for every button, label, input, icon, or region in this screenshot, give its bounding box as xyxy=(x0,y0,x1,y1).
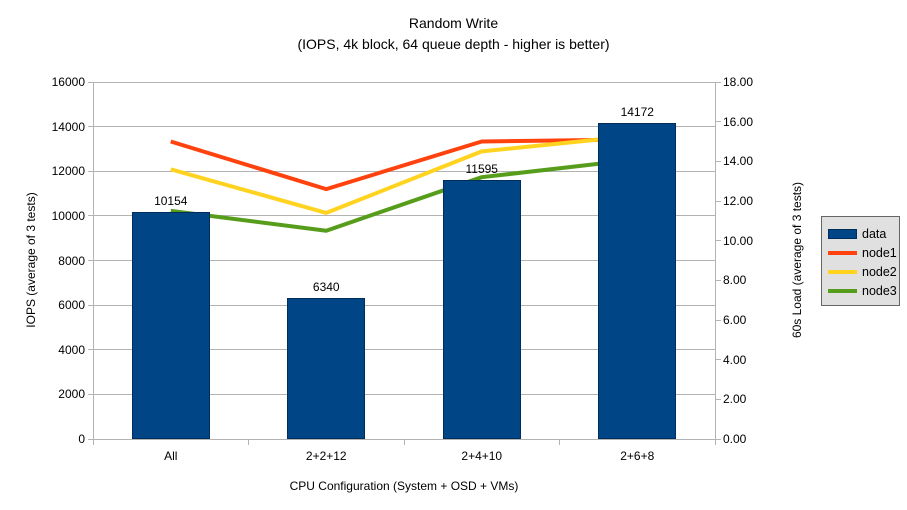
y-axis-tick-label-right: 18.00 xyxy=(723,75,754,89)
y-axis-tick-label-left: 2000 xyxy=(58,387,85,402)
y-axis-title-right: 60s Load (average of 3 tests) xyxy=(790,181,804,339)
gridline xyxy=(93,126,715,128)
y-axis-tick-label-left: 14000 xyxy=(51,119,85,134)
y-axis-tick-label-right: 2.00 xyxy=(723,392,747,407)
y-axis-tick-label-left: 8000 xyxy=(58,253,85,268)
gridline xyxy=(93,349,715,351)
y-axis-tick-right xyxy=(716,81,721,83)
x-axis-category-label: 2+6+8 xyxy=(620,449,655,463)
y-axis-tick-label-left: 10000 xyxy=(51,208,85,223)
series-line-node2 xyxy=(170,133,638,215)
y-axis-tick-right xyxy=(716,319,721,321)
bar xyxy=(287,297,366,439)
legend-item: node2 xyxy=(828,262,897,281)
legend-line-swatch xyxy=(828,250,857,255)
legend-label: node3 xyxy=(862,283,897,298)
x-axis-category-label: 2+4+10 xyxy=(461,449,503,463)
x-axis-tick xyxy=(714,440,716,445)
y-axis-tick-label-right: 14.00 xyxy=(723,154,754,169)
chart-subtitle: (IOPS, 4k block, 64 queue depth - higher… xyxy=(297,36,610,52)
y-axis-tick-right xyxy=(716,121,721,123)
y-axis-tick-right xyxy=(716,160,721,162)
y-axis-tick-label-right: 10.00 xyxy=(723,233,754,248)
x-axis-title: CPU Configuration (System + OSD + VMs) xyxy=(289,479,519,493)
y-axis-tick-left xyxy=(88,349,93,351)
y-axis-tick-label-right: 8.00 xyxy=(723,273,747,288)
gridline xyxy=(93,393,715,395)
y-axis-tick-left xyxy=(88,438,93,440)
y-axis-tick-right xyxy=(716,438,721,440)
y-axis-tick-label-right: 6.00 xyxy=(723,313,747,327)
y-axis-tick-left xyxy=(88,81,93,83)
y-axis-tick-left xyxy=(88,393,93,395)
bar-value-label: 10154 xyxy=(154,194,188,209)
y-axis-tick-label-left: 12000 xyxy=(51,164,85,179)
x-axis-line xyxy=(93,439,716,440)
y-axis-tick-right xyxy=(716,200,721,202)
bar xyxy=(131,212,210,439)
legend: data node1 node2 node3 xyxy=(821,216,900,306)
y-axis-tick-label-left: 4000 xyxy=(58,342,85,357)
series-line-node3 xyxy=(170,157,638,233)
gridline xyxy=(93,215,715,217)
series-line-node1 xyxy=(170,137,638,192)
y-axis-tick-label-right: 16.00 xyxy=(723,114,754,129)
y-axis-tick-right xyxy=(716,240,721,242)
legend-label: node1 xyxy=(862,245,897,260)
bar xyxy=(598,122,677,439)
bar-value-label: 14172 xyxy=(620,104,654,119)
y-axis-tick-label-left: 16000 xyxy=(51,75,85,89)
x-axis-tick xyxy=(92,440,94,445)
y-axis-tick-label-right: 0.00 xyxy=(723,432,747,446)
y-axis-tick-left xyxy=(88,260,93,261)
gridline xyxy=(93,304,715,306)
bar-value-label: 11595 xyxy=(465,162,498,177)
legend-label: data xyxy=(862,226,887,241)
x-axis-tick xyxy=(248,440,249,445)
legend-label: node2 xyxy=(862,264,897,279)
legend-item: node3 xyxy=(828,281,897,300)
y-axis-tick-label-left: 6000 xyxy=(58,298,85,313)
y-axis-tick-right xyxy=(716,279,721,281)
legend-line-swatch xyxy=(828,288,857,293)
gridline xyxy=(93,260,715,261)
y-axis-tick-left xyxy=(88,126,93,128)
x-axis-tick xyxy=(403,440,405,445)
legend-bar-swatch xyxy=(828,228,857,239)
y-axis-line-right xyxy=(715,82,716,439)
y-axis-line-left xyxy=(93,82,94,439)
y-axis-tick-label-right: 4.00 xyxy=(723,352,747,367)
bar xyxy=(442,180,521,439)
line-series-layer xyxy=(170,133,638,233)
plot-area xyxy=(93,81,715,439)
y-axis-tick-left xyxy=(88,215,93,217)
y-axis-tick-right xyxy=(716,359,721,361)
x-axis-category-label: 2+2+12 xyxy=(305,449,347,463)
bar-value-label: 6340 xyxy=(312,279,340,294)
gridline xyxy=(93,81,715,83)
y-axis-tick-left xyxy=(88,304,93,306)
legend-item: data xyxy=(828,224,893,243)
y-axis-tick-label-right: 12.00 xyxy=(723,194,754,208)
legend-item: node1 xyxy=(828,243,897,262)
x-axis-tick xyxy=(559,440,560,445)
y-axis-tick-right xyxy=(716,398,721,400)
x-axis-category-label: All xyxy=(164,449,178,463)
y-axis-tick-left xyxy=(88,170,93,172)
y-axis-tick-label-left: 0 xyxy=(78,432,85,446)
legend-line-swatch xyxy=(828,269,857,274)
chart-title: Random Write xyxy=(408,15,499,31)
gridline xyxy=(93,170,715,172)
